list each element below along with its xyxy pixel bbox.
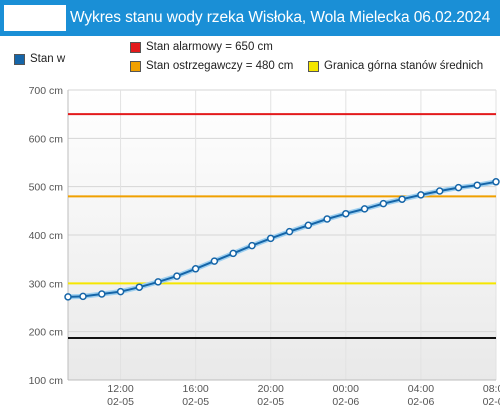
redacted-area: [4, 5, 66, 31]
legend-swatch-red: [130, 42, 141, 53]
data-point[interactable]: [492, 178, 500, 186]
data-point[interactable]: [266, 234, 275, 243]
data-point[interactable]: [398, 195, 406, 203]
x-tick-date: 02-06: [483, 396, 500, 408]
data-point[interactable]: [285, 227, 294, 236]
legend-mean-upper-label: Granica górna stanów średnich: [324, 60, 484, 72]
data-point[interactable]: [98, 290, 106, 298]
x-tick-time: 20:00: [258, 383, 284, 395]
legend-series-label: Stan w: [30, 53, 66, 65]
y-tick-label: 100 cm: [29, 375, 64, 387]
legend-swatch-blue: [14, 54, 25, 65]
data-point[interactable]: [135, 283, 144, 291]
series-stan: [64, 178, 500, 301]
legend: Stan w Stan alarmowy = 650 cm Stan ostrz…: [0, 36, 500, 80]
x-tick-date: 02-05: [107, 396, 134, 408]
data-point[interactable]: [473, 181, 481, 189]
x-tick-date: 02-05: [182, 396, 209, 408]
y-tick-label: 600 cm: [29, 133, 64, 145]
data-point[interactable]: [342, 209, 350, 218]
x-tick-time: 12:00: [107, 383, 133, 395]
x-tick-time: 04:00: [408, 383, 434, 395]
x-axis: 12:0002-0516:0002-0520:0002-0500:0002-06…: [107, 383, 500, 408]
legend-swatch-yellow: [308, 61, 319, 72]
chart-header: Wykres stanu wody rzeka Wisłoka, Wola Mi…: [0, 0, 500, 36]
data-point[interactable]: [229, 249, 237, 258]
data-point[interactable]: [154, 278, 162, 286]
y-tick-label: 700 cm: [29, 85, 64, 97]
legend-warning-label: Stan ostrzegawczy = 480 cm: [146, 60, 294, 72]
data-point[interactable]: [191, 265, 200, 273]
y-tick-label: 400 cm: [29, 230, 64, 242]
data-point[interactable]: [379, 199, 388, 208]
x-tick-date: 02-06: [407, 396, 434, 408]
reference-lines: [68, 113, 496, 339]
data-point[interactable]: [435, 187, 444, 195]
legend-alarm-label: Stan alarmowy = 650 cm: [146, 41, 273, 53]
data-point[interactable]: [64, 293, 72, 301]
x-tick-time: 16:00: [183, 383, 209, 395]
data-point[interactable]: [116, 287, 125, 296]
data-point[interactable]: [323, 215, 331, 223]
x-tick-time: 00:00: [333, 383, 359, 395]
x-tick-date: 02-05: [257, 396, 284, 408]
data-point[interactable]: [454, 183, 463, 192]
data-point[interactable]: [173, 272, 181, 280]
data-point[interactable]: [248, 241, 256, 250]
legend-swatch-orange: [130, 61, 141, 72]
y-tick-label: 200 cm: [29, 327, 64, 339]
x-tick-date: 02-06: [332, 396, 359, 408]
data-point[interactable]: [360, 205, 369, 213]
data-point[interactable]: [304, 221, 313, 230]
chart-title: Wykres stanu wody rzeka Wisłoka, Wola Mi…: [70, 9, 491, 26]
x-tick-time: 08:00: [483, 383, 500, 395]
y-axis: 100 cm 200 cm 300 cm 400 cm 500 cm 600 cm 700 …: [29, 85, 64, 387]
y-tick-label: 300 cm: [29, 278, 64, 290]
data-point[interactable]: [417, 191, 425, 199]
y-tick-label: 500 cm: [29, 182, 64, 194]
data-point[interactable]: [79, 292, 87, 301]
data-point[interactable]: [210, 257, 219, 265]
